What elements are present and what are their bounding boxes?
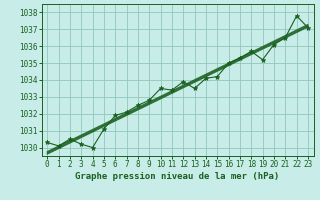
X-axis label: Graphe pression niveau de la mer (hPa): Graphe pression niveau de la mer (hPa) [76, 172, 280, 181]
